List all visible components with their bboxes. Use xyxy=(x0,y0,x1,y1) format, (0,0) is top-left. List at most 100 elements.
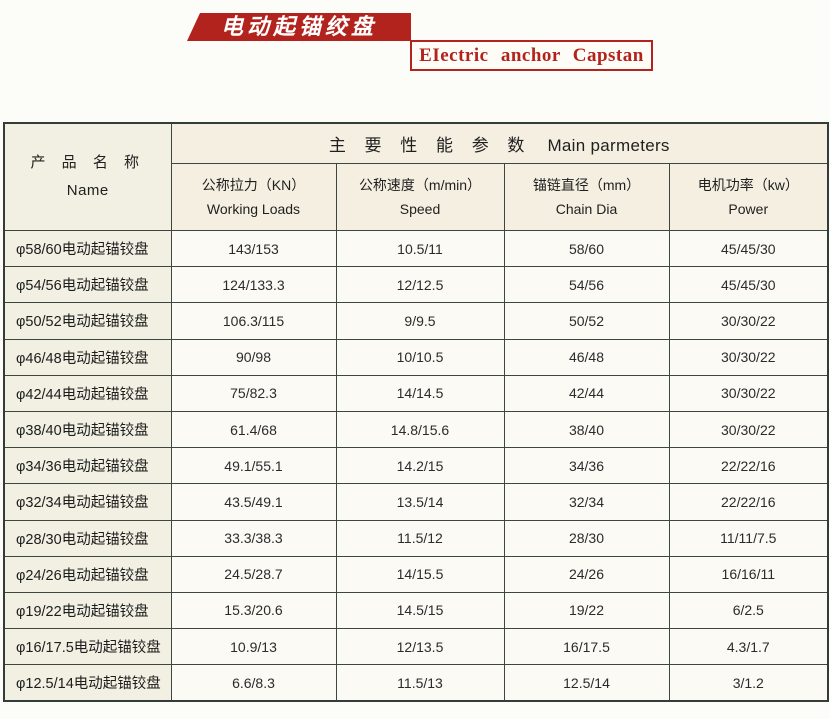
chain-dia-cell: 24/26 xyxy=(503,555,670,593)
speed-cell: 14/15.5 xyxy=(335,555,505,593)
name-column-header: 产 品 名 称 Name xyxy=(3,122,172,231)
main-header-row: 产 品 名 称 Name 主 要 性 能 参 数 Main parmeters xyxy=(3,122,829,231)
power-cell: 30/30/22 xyxy=(668,410,829,449)
working-load-cell: 75/82.3 xyxy=(170,374,337,412)
working-load-cell: 10.9/13 xyxy=(170,628,337,666)
working-load-cell: 6.6/8.3 xyxy=(170,664,337,702)
working-load-cell: 15.3/20.6 xyxy=(170,591,337,630)
power-cell: 22/22/16 xyxy=(668,447,829,485)
product-name-cell: φ58/60电动起锚铰盘 xyxy=(3,229,172,268)
power-cell: 30/30/22 xyxy=(668,374,829,412)
power-cell: 11/11/7.5 xyxy=(668,519,829,557)
table-row: φ16/17.5电动起锚铰盘 10.9/13 12/13.5 16/17.5 4.3/1… xyxy=(3,628,829,666)
table-row: φ46/48电动起锚铰盘 90/98 10/10.5 46/48 30/30/22 xyxy=(3,338,829,376)
product-name-cell: φ24/26电动起锚铰盘 xyxy=(3,555,172,593)
working-load-cell: 49.1/55.1 xyxy=(170,447,337,485)
speed-header-en: Speed xyxy=(399,201,441,217)
speed-header-cn: 公称速度（m/min） xyxy=(358,176,482,193)
chain-dia-cell: 28/30 xyxy=(503,519,670,557)
speed-cell: 14/14.5 xyxy=(335,374,505,412)
table-row: φ28/30电动起锚铰盘 33.3/38.3 11.5/12 28/30 11/11/7… xyxy=(3,519,829,557)
working-load-cell: 143/153 xyxy=(170,229,337,268)
product-name-cell: φ12.5/14电动起锚铰盘 xyxy=(3,664,172,702)
speed-cell: 11.5/12 xyxy=(335,519,505,557)
table-row: φ12.5/14电动起锚铰盘 6.6/8.3 11.5/13 12.5/14 3/1.2 xyxy=(3,664,829,702)
product-name-cell: φ46/48电动起锚铰盘 xyxy=(3,338,172,376)
subtitle-box: EIectric anchor Capstan xyxy=(410,40,653,71)
chain-dia-cell: 58/60 xyxy=(503,229,670,268)
working-load-cell: 61.4/68 xyxy=(170,410,337,449)
chain-dia-header: 锚链直径（mm） Chain Dia xyxy=(503,163,670,231)
power-cell: 3/1.2 xyxy=(668,664,829,702)
product-name-cell: φ34/36电动起锚铰盘 xyxy=(3,447,172,485)
product-name-cell: φ32/34电动起锚铰盘 xyxy=(3,483,172,521)
chain-dia-cell: 34/36 xyxy=(503,447,670,485)
table-row: φ54/56电动起锚铰盘 124/133.3 12/12.5 54/56 45/45/3… xyxy=(3,266,829,304)
page-subtitle: EIectric anchor Capstan xyxy=(419,44,644,66)
product-name-cell: φ54/56电动起锚铰盘 xyxy=(3,266,172,304)
speed-cell: 10/10.5 xyxy=(335,338,505,376)
chain-dia-cell: 54/56 xyxy=(503,266,670,304)
chain-dia-cell: 12.5/14 xyxy=(503,664,670,702)
speed-cell: 11.5/13 xyxy=(335,664,505,702)
speed-header: 公称速度（m/min） Speed xyxy=(335,163,505,231)
sub-header-row: 公称拉力（KN） Working Loads 公称速度（m/min） Speed… xyxy=(4,163,829,231)
speed-cell: 12/12.5 xyxy=(335,266,505,304)
main-parameters-header: 主 要 性 能 参 数 Main parmeters xyxy=(170,122,829,164)
table-row: φ42/44电动起锚铰盘 75/82.3 14/14.5 42/44 30/30/22 xyxy=(3,374,829,412)
power-cell: 6/2.5 xyxy=(668,591,829,630)
working-load-cell: 124/133.3 xyxy=(170,266,337,304)
working-loads-header-cn: 公称拉力（KN） xyxy=(201,176,306,193)
chain-dia-cell: 19/22 xyxy=(503,591,670,630)
chain-dia-cell: 32/34 xyxy=(503,483,670,521)
name-header-cn: 产 品 名 称 xyxy=(30,153,145,171)
chain-dia-header-cn: 锚链直径（mm） xyxy=(532,176,641,193)
power-cell: 45/45/30 xyxy=(668,266,829,304)
table-row: φ24/26电动起锚铰盘 24.5/28.7 14/15.5 24/26 16/16/1… xyxy=(3,555,829,593)
working-load-cell: 43.5/49.1 xyxy=(170,483,337,521)
speed-cell: 14.5/15 xyxy=(335,591,505,630)
chain-dia-cell: 38/40 xyxy=(503,410,670,449)
table-row: φ32/34电动起锚铰盘 43.5/49.1 13.5/14 32/34 22/22/1… xyxy=(3,483,829,521)
power-header-cn: 电机功率（kw） xyxy=(697,176,799,193)
speed-cell: 10.5/11 xyxy=(335,229,505,268)
working-load-cell: 106.3/115 xyxy=(170,302,337,340)
spec-table: 产 品 名 称 Name 主 要 性 能 参 数 Main parmeters 公… xyxy=(3,122,830,703)
product-name-cell: φ42/44电动起锚铰盘 xyxy=(3,374,172,412)
power-header: 电机功率（kw） Power xyxy=(668,163,829,231)
power-cell: 30/30/22 xyxy=(668,338,829,376)
power-cell: 4.3/1.7 xyxy=(668,628,829,666)
chain-dia-cell: 50/52 xyxy=(503,302,670,340)
table-header: 产 品 名 称 Name 主 要 性 能 参 数 Main parmeters 公… xyxy=(3,122,829,231)
speed-cell: 14.8/15.6 xyxy=(335,410,505,449)
table-row: φ34/36电动起锚铰盘 49.1/55.1 14.2/15 34/36 22/22/1… xyxy=(3,447,829,485)
product-name-cell: φ28/30电动起锚铰盘 xyxy=(3,519,172,557)
table-row: φ19/22电动起锚铰盘 15.3/20.6 14.5/15 19/22 6/2.5 xyxy=(3,591,829,630)
power-cell: 45/45/30 xyxy=(668,229,829,268)
working-load-cell: 33.3/38.3 xyxy=(170,519,337,557)
main-header-en: Main parmeters xyxy=(547,136,670,155)
power-header-en: Power xyxy=(728,201,769,217)
title-banner: 电动起锚绞盘 xyxy=(187,13,411,41)
speed-cell: 13.5/14 xyxy=(335,483,505,521)
product-name-cell: φ19/22电动起锚铰盘 xyxy=(3,591,172,630)
working-loads-header-en: Working Loads xyxy=(206,201,301,217)
product-name-cell: φ50/52电动起锚铰盘 xyxy=(3,302,172,340)
speed-cell: 9/9.5 xyxy=(335,302,505,340)
speed-cell: 12/13.5 xyxy=(335,628,505,666)
table-body: φ58/60电动起锚铰盘 143/153 10.5/11 58/60 45/45/30 φ… xyxy=(3,229,829,702)
product-name-cell: φ16/17.5电动起锚铰盘 xyxy=(3,628,172,666)
main-header-cn: 主 要 性 能 参 数 xyxy=(328,136,532,155)
chain-dia-cell: 46/48 xyxy=(503,338,670,376)
table-row: φ58/60电动起锚铰盘 143/153 10.5/11 58/60 45/45/30 xyxy=(3,229,829,268)
table-row: φ50/52电动起锚铰盘 106.3/115 9/9.5 50/52 30/30/22 xyxy=(3,302,829,340)
chain-dia-cell: 42/44 xyxy=(503,374,670,412)
chain-dia-header-en: Chain Dia xyxy=(555,201,618,217)
product-name-cell: φ38/40电动起锚铰盘 xyxy=(3,410,172,449)
power-cell: 30/30/22 xyxy=(668,302,829,340)
power-cell: 22/22/16 xyxy=(668,483,829,521)
table-row: φ38/40电动起锚铰盘 61.4/68 14.8/15.6 38/40 30/30/2… xyxy=(3,410,829,449)
working-loads-header: 公称拉力（KN） Working Loads xyxy=(170,163,337,231)
power-cell: 16/16/11 xyxy=(668,555,829,593)
